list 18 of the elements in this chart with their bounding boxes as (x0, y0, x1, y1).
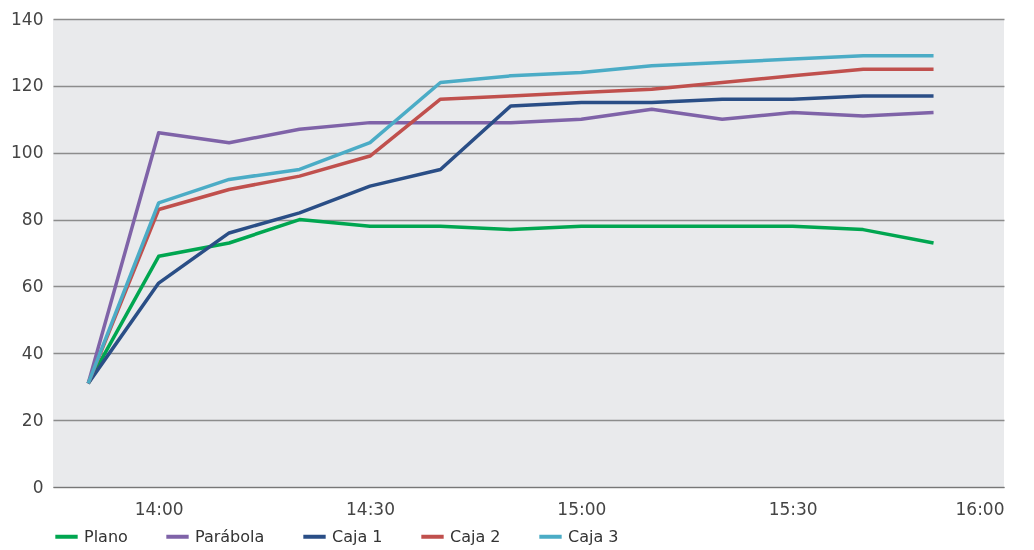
y-tick-label: 20 (21, 409, 44, 430)
y-tick-label: 80 (21, 209, 44, 230)
y-tick-label: 100 (11, 142, 44, 163)
y-tick-label: 140 (11, 8, 44, 29)
y-tick-label: 0 (32, 476, 44, 497)
x-tick-label: 15:00 (557, 498, 607, 519)
x-tick-label: 15:30 (768, 498, 818, 519)
legend-label: Parábola (195, 526, 265, 546)
legend-label: Plano (84, 526, 128, 546)
x-tick-label: 14:00 (134, 498, 184, 519)
x-tick-label: 14:30 (346, 498, 395, 519)
y-tick-label: 60 (21, 275, 44, 296)
legend-label: Caja 1 (332, 526, 383, 546)
y-tick-label: 120 (11, 75, 44, 96)
legend-label: Caja 2 (450, 526, 501, 546)
y-tick-label: 40 (21, 342, 44, 363)
legend-label: Caja 3 (568, 526, 619, 546)
x-tick-label: 16:00 (955, 498, 1005, 519)
